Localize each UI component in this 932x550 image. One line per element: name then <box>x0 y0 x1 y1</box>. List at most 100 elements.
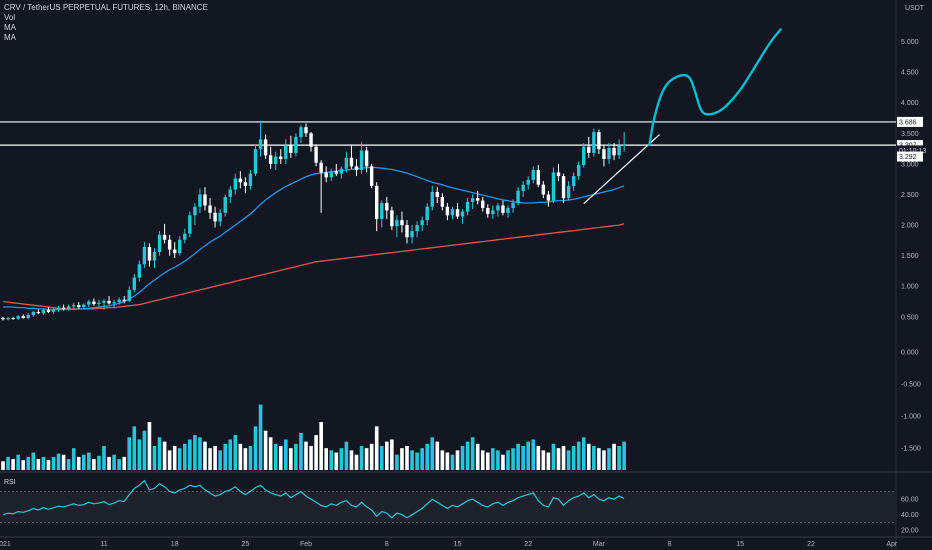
volume-bar <box>607 448 611 470</box>
volume-bar <box>188 439 192 470</box>
candle-body <box>440 196 445 207</box>
volume-bar <box>556 448 561 470</box>
indicator-ma-label-2[interactable]: MA <box>4 33 16 42</box>
candle-body <box>571 176 576 186</box>
volume-tick-label: 0.000 <box>901 350 919 357</box>
time-tick-label: 11 <box>100 541 107 548</box>
price-tag-bg <box>897 140 923 151</box>
candle-body <box>284 145 288 159</box>
candle-body <box>425 206 429 221</box>
candle-body <box>51 309 56 312</box>
time-tick-label: 25 <box>242 541 250 548</box>
candle-body <box>248 173 253 186</box>
candle-body <box>193 206 197 216</box>
volume-bar <box>319 422 323 470</box>
volume-bar <box>82 454 86 470</box>
candle-body <box>56 307 61 310</box>
candle-body <box>465 201 470 212</box>
price-tag-label: 3.686 <box>899 119 917 126</box>
volume-bar <box>102 446 106 470</box>
indicator-ma-label-1[interactable]: MA <box>4 23 16 32</box>
volume-bar <box>31 452 36 470</box>
volume-bar <box>309 446 313 470</box>
volume-bar <box>511 448 515 470</box>
ma-fast-line <box>3 166 625 311</box>
volume-bar <box>425 443 429 470</box>
candle-body <box>279 156 283 159</box>
volume-bar <box>1 461 5 470</box>
price-tag-label: 01:10:13 <box>899 148 926 155</box>
volume-bar <box>415 452 419 470</box>
candle-body <box>87 301 91 305</box>
volume-bar <box>263 430 268 470</box>
ma-slow-line <box>2 223 625 310</box>
candle-body <box>536 170 540 185</box>
candle-body <box>324 172 328 178</box>
candle-body <box>1 318 5 320</box>
volume-bar <box>56 453 61 470</box>
candle-body <box>541 184 546 195</box>
candle-body <box>415 225 419 232</box>
candle-body <box>375 185 379 219</box>
volume-bar <box>137 439 142 470</box>
candle-body <box>501 205 505 213</box>
candle-body <box>294 136 298 153</box>
volume-bar <box>379 446 384 470</box>
volume-bar <box>233 435 238 470</box>
volume-bar <box>531 439 536 470</box>
volume-bar <box>177 448 182 470</box>
volume-bar <box>61 454 66 470</box>
volume-tick-label: -0.500 <box>901 382 921 389</box>
candle-body <box>274 156 278 164</box>
candle-body <box>122 299 126 301</box>
candle-body <box>354 166 359 170</box>
candle-body <box>369 166 374 186</box>
candle-body <box>380 203 384 219</box>
candle-body <box>66 306 71 309</box>
candle-body <box>556 172 561 177</box>
price-tick-label: 4.000 <box>901 100 919 107</box>
volume-bar <box>41 456 46 470</box>
time-tick-label: Feb <box>300 541 312 548</box>
price-tick-label: 0.500 <box>901 314 919 321</box>
volume-bar <box>172 446 177 470</box>
volume-bar <box>354 454 359 470</box>
indicator-vol-label[interactable]: Vol <box>4 13 16 22</box>
volume-bar <box>248 446 253 470</box>
volume-bar <box>435 441 440 470</box>
rsi-band <box>0 491 896 523</box>
volume-bar <box>430 437 435 470</box>
candle-body <box>506 207 510 213</box>
volume-bar <box>475 443 480 470</box>
volume-bar <box>253 426 258 470</box>
candle-body <box>243 182 248 186</box>
candle-body <box>167 239 172 250</box>
volume-bar <box>420 448 424 470</box>
volume-bar <box>268 437 273 470</box>
volume-bar <box>486 452 490 470</box>
volume-group <box>1 404 626 470</box>
time-tick-label: 8 <box>385 541 389 548</box>
volume-bar <box>11 459 15 470</box>
candle-body <box>36 311 41 314</box>
volume-bar <box>587 443 591 470</box>
candle-body <box>551 172 556 201</box>
candles-group <box>1 121 626 321</box>
volume-bar <box>142 430 147 470</box>
rsi-line <box>2 479 625 519</box>
volume-bar <box>405 446 409 470</box>
volume-bar <box>71 448 76 470</box>
symbol-title[interactable]: CRV / TetherUS PERPETUAL FUTURES, 12h, B… <box>4 3 208 12</box>
volume-bar <box>385 441 389 470</box>
volume-bar <box>304 441 308 470</box>
candle-body <box>455 209 460 217</box>
volume-bar <box>213 446 217 470</box>
volume-bar <box>147 422 152 470</box>
candle-body <box>496 205 500 211</box>
candle-body <box>349 157 354 167</box>
candle-body <box>82 304 86 308</box>
candle-body <box>61 307 66 309</box>
candle-body <box>97 302 101 304</box>
